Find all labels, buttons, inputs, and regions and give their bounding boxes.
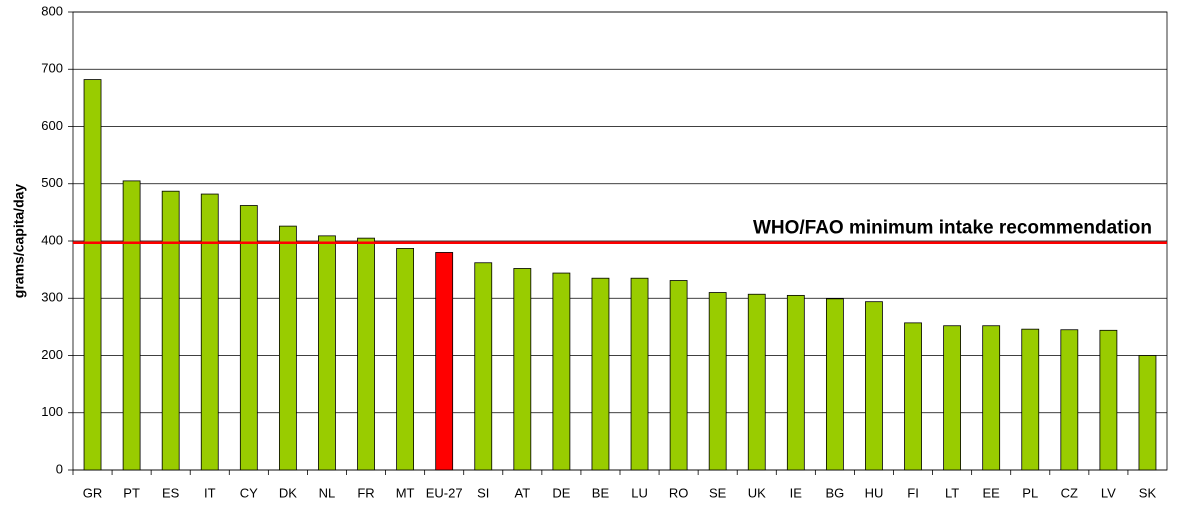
y-axis-label: grams/capita/day xyxy=(11,184,27,299)
y-tick-label: 800 xyxy=(41,3,63,18)
bar xyxy=(630,277,649,471)
bar xyxy=(747,293,766,471)
bar xyxy=(591,277,610,471)
bar xyxy=(1138,355,1157,471)
y-tick-label: 0 xyxy=(56,461,63,476)
bar xyxy=(865,301,883,471)
x-tick-label: DK xyxy=(279,485,297,500)
bar xyxy=(200,193,219,471)
bar xyxy=(982,325,1001,471)
bar xyxy=(239,205,258,471)
x-tick-label: LU xyxy=(631,485,648,500)
bar xyxy=(161,190,180,471)
x-tick-label: PT xyxy=(123,485,140,500)
bar xyxy=(396,248,415,471)
x-tick-label: FR xyxy=(357,485,374,500)
bar xyxy=(1021,328,1040,471)
x-tick-label: LT xyxy=(945,485,959,500)
x-tick-label: CY xyxy=(240,485,258,500)
bar xyxy=(357,237,375,471)
bar xyxy=(122,180,141,471)
x-tick-label: NL xyxy=(319,485,336,500)
bar xyxy=(474,262,493,471)
y-tick-label: 200 xyxy=(41,347,63,362)
bar xyxy=(83,79,102,471)
bar xyxy=(943,325,962,471)
y-tick-label: 100 xyxy=(41,404,63,419)
x-tick-label: DE xyxy=(552,485,570,500)
bar xyxy=(318,235,336,471)
x-tick-label: IT xyxy=(204,485,216,500)
x-tick-label: CZ xyxy=(1061,485,1078,500)
x-tick-label: LV xyxy=(1101,485,1116,500)
bar xyxy=(278,225,297,471)
x-tick-label: SI xyxy=(477,485,489,500)
x-tick-label: EU-27 xyxy=(426,485,463,500)
x-tick-label: EE xyxy=(983,485,1001,500)
y-tick-label: 300 xyxy=(41,290,63,305)
x-tick-label: SE xyxy=(709,485,727,500)
y-tick-label: 700 xyxy=(41,61,63,76)
x-tick-label: PL xyxy=(1022,485,1038,500)
x-tick-label: HU xyxy=(865,485,884,500)
x-tick-label: ES xyxy=(162,485,180,500)
bar xyxy=(435,252,454,471)
bar xyxy=(1099,329,1118,471)
bar xyxy=(669,280,688,471)
x-tick-label: RO xyxy=(669,485,689,500)
x-tick-label: GR xyxy=(83,485,103,500)
x-tick-label: UK xyxy=(748,485,766,500)
y-tick-label: 400 xyxy=(41,232,63,247)
x-tick-label: BE xyxy=(592,485,610,500)
bar xyxy=(552,272,571,471)
bar xyxy=(825,298,844,471)
x-tick-label: BG xyxy=(825,485,844,500)
bar xyxy=(904,322,922,471)
x-tick-label: IE xyxy=(790,485,803,500)
bar xyxy=(1060,329,1079,471)
x-tick-label: SK xyxy=(1139,485,1157,500)
x-tick-label: MT xyxy=(396,485,415,500)
x-tick-label: FI xyxy=(907,485,919,500)
reference-label: WHO/FAO minimum intake recommendation xyxy=(753,218,1152,239)
x-tick-label: AT xyxy=(514,485,530,500)
y-tick-label: 500 xyxy=(41,175,63,190)
bar xyxy=(786,294,805,471)
bar xyxy=(708,292,727,471)
bar xyxy=(513,268,532,471)
y-tick-label: 600 xyxy=(41,118,63,133)
